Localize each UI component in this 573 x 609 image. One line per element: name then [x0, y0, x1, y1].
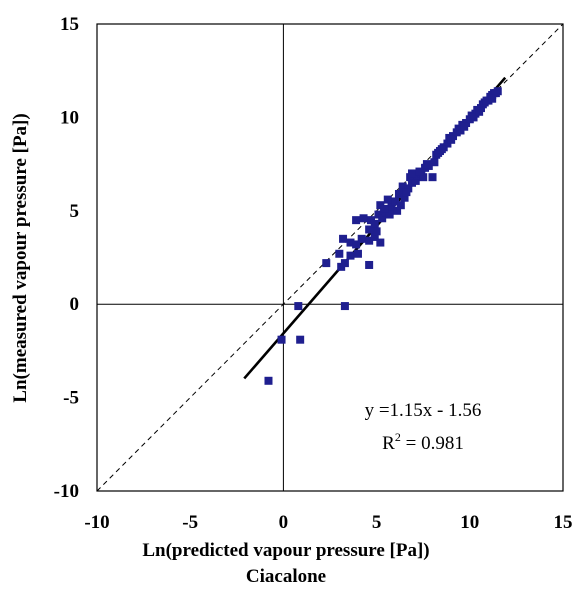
data-point [370, 219, 379, 228]
data-point [469, 113, 478, 122]
tick-labels: -10 -5 0 5 10 15 -10 -5 0 5 10 15 [54, 14, 573, 533]
data-point [398, 182, 407, 191]
data-point [340, 302, 349, 311]
fit-equation: y =1.15x - 1.56 [365, 400, 482, 421]
y-axis-title: Ln(measured vapour pressure [Pa]) [10, 113, 31, 402]
data-point [430, 158, 439, 167]
data-point [353, 249, 362, 258]
r-squared-value: = 0.981 [401, 433, 464, 454]
data-point [488, 94, 497, 103]
data-point [352, 216, 361, 225]
data-point [385, 210, 394, 219]
y-tick-label: 0 [70, 294, 80, 315]
r-squared-label: R2 = 0.981 [382, 430, 464, 454]
data-point [391, 197, 400, 206]
data-point [387, 203, 396, 212]
y-tick-label: -5 [63, 388, 79, 409]
data-point [415, 167, 424, 176]
data-point [294, 302, 303, 311]
data-point [372, 227, 381, 236]
data-point [357, 234, 366, 243]
data-point [394, 189, 403, 198]
data-point [408, 169, 417, 178]
data-point [264, 376, 273, 385]
plot-frame [96, 23, 564, 492]
data-point [339, 234, 348, 243]
chart-subtitle: Ciacalone [246, 566, 326, 587]
data-point [437, 145, 446, 154]
x-axis-title: Ln(predicted vapour pressure [Pa]) [142, 540, 429, 561]
plot-border [96, 23, 564, 492]
data-point [335, 249, 344, 258]
y-tick-label: 15 [60, 14, 79, 35]
y-tick-label: 10 [60, 107, 79, 128]
data-point [482, 96, 491, 105]
data-point [346, 238, 355, 247]
data-point [370, 232, 379, 241]
data-point [411, 176, 420, 185]
data-point [322, 259, 331, 268]
x-tick-label: 15 [554, 512, 573, 533]
data-point [422, 160, 431, 169]
data-point [428, 173, 437, 182]
r-squared-r: R [382, 433, 395, 454]
data-point [296, 335, 305, 344]
x-tick-label: -5 [182, 512, 198, 533]
data-point [365, 225, 374, 234]
data-point [359, 214, 368, 223]
x-tick-label: -10 [84, 512, 109, 533]
data-point [400, 193, 409, 202]
data-point [365, 260, 374, 269]
y-tick-label: 5 [70, 201, 80, 222]
x-tick-label: 0 [279, 512, 289, 533]
x-tick-label: 10 [460, 512, 479, 533]
data-point [352, 240, 361, 249]
y-tick-label: -10 [54, 481, 79, 502]
data-point [346, 251, 355, 260]
data-point [393, 206, 402, 215]
data-point [340, 259, 349, 268]
data-point [277, 335, 286, 344]
data-point [402, 188, 411, 197]
data-point [376, 238, 385, 247]
data-point [380, 204, 389, 213]
data-point [365, 236, 374, 245]
axes [97, 24, 563, 491]
data-point [396, 201, 405, 210]
data-point [378, 214, 387, 223]
r-squared-superscript: 2 [395, 430, 401, 444]
data-point [493, 87, 502, 96]
data-points [264, 87, 502, 385]
data-point [460, 122, 469, 131]
data-point [475, 107, 484, 116]
data-point [383, 195, 392, 204]
data-point [419, 173, 428, 182]
x-tick-label: 5 [372, 512, 382, 533]
data-point [447, 135, 456, 144]
